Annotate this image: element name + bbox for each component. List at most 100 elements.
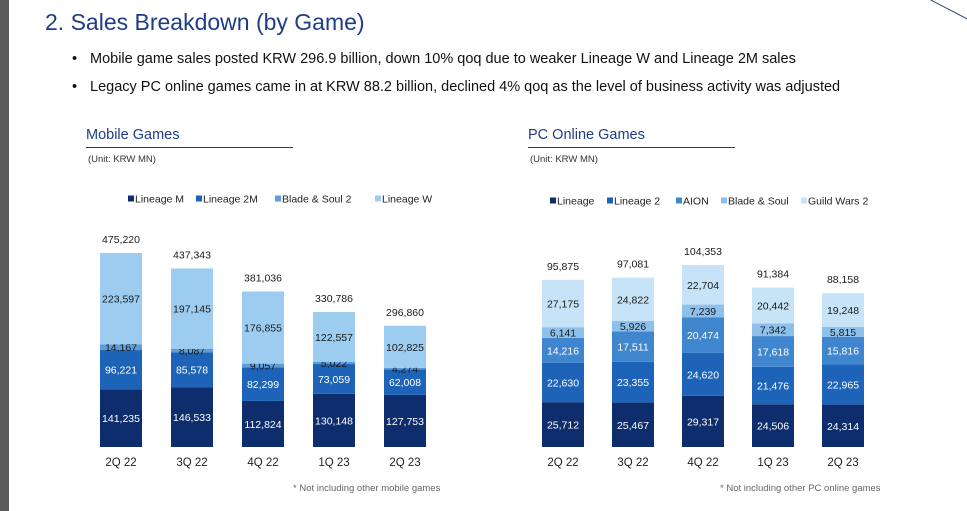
footnote: * Not including other mobile games	[293, 483, 441, 494]
data-label: 130,148	[315, 415, 353, 427]
bar-segment	[313, 311, 355, 362]
data-label: 20,474	[687, 330, 719, 342]
x-tick-label: 2Q 22	[105, 457, 136, 469]
data-label: 22,965	[827, 380, 859, 392]
bar-segment	[682, 264, 724, 305]
bar-segment	[542, 402, 584, 447]
footnote: * Not including other PC online games	[720, 483, 881, 494]
bar-segment	[752, 366, 794, 405]
total-label: 88,158	[827, 274, 859, 286]
data-label: 17,618	[757, 346, 789, 358]
data-label: 6,141	[550, 328, 576, 340]
data-label: 146,533	[173, 412, 211, 424]
bar-segment	[100, 350, 142, 390]
bar-segment	[682, 317, 724, 353]
left-edge-bar	[0, 0, 9, 511]
bar-segment	[242, 367, 284, 401]
panel-title-rule	[86, 147, 293, 148]
total-label: 330,786	[315, 293, 353, 305]
legend-swatch	[275, 195, 281, 202]
x-tick-label: 4Q 22	[247, 457, 278, 469]
page-title: 2. Sales Breakdown (by Game)	[45, 9, 365, 35]
data-label: 27,175	[547, 298, 579, 310]
data-label: 25,712	[547, 420, 579, 432]
legend-swatch	[801, 197, 807, 204]
pc-online-games-chart: Lineage Lineage 2 AION Blade & Soul Guild Wa…	[542, 196, 868, 469]
data-label: 14,216	[547, 345, 579, 357]
legend-label: Lineage	[557, 196, 595, 208]
legend-label: AION	[683, 196, 709, 208]
pc-online-games-panel: PC Online Games (Unit: KRW MN) Lineage Li…	[528, 118, 928, 503]
bar-segment	[171, 387, 213, 447]
x-tick-label: 1Q 23	[318, 457, 349, 469]
x-tick-label: 2Q 23	[389, 457, 420, 469]
bar-segment	[242, 400, 284, 447]
bar-segment	[612, 361, 654, 403]
data-label: 14,167	[105, 342, 137, 354]
data-label: 102,825	[386, 342, 424, 354]
legend-label: Guild Wars 2	[808, 196, 868, 208]
data-label: 127,753	[386, 416, 424, 428]
data-label: 5,815	[830, 327, 856, 339]
legend-swatch	[196, 195, 202, 202]
data-label: 85,578	[176, 365, 208, 377]
data-label: 24,822	[617, 294, 649, 306]
bar-segment	[542, 327, 584, 338]
legend-swatch	[550, 197, 556, 204]
bar-segment	[313, 393, 355, 447]
data-label: 112,824	[244, 419, 281, 431]
total-label: 381,036	[244, 272, 282, 284]
legend-swatch	[128, 195, 134, 202]
bullet-item: Mobile game sales posted KRW 296.9 billi…	[72, 51, 840, 79]
data-label: 96,221	[105, 365, 137, 377]
bar-segment	[612, 331, 654, 362]
panel-title: PC Online Games	[528, 127, 645, 143]
legend-swatch	[721, 197, 727, 204]
total-label: 97,081	[617, 259, 649, 271]
data-label: 5,926	[620, 321, 646, 333]
legend-label: Blade & Soul	[728, 196, 789, 208]
mobile-games-panel: Mobile Games (Unit: KRW MN) Lineage M Lin…	[86, 118, 486, 503]
legend-label: Lineage 2M	[203, 194, 258, 206]
data-label: 19,248	[827, 305, 859, 317]
x-tick-label: 1Q 23	[757, 457, 788, 469]
legend-label: Lineage M	[135, 194, 184, 206]
bullet-item: Legacy PC online games came in at KRW 88…	[72, 79, 840, 107]
bar-segment	[384, 394, 426, 447]
bullet-list: Mobile game sales posted KRW 296.9 billi…	[72, 51, 840, 107]
bar-segment	[100, 389, 142, 447]
bar-segment	[100, 344, 142, 351]
data-label: 20,442	[757, 300, 789, 312]
total-label: 95,875	[547, 261, 579, 273]
bar-segment	[822, 326, 864, 337]
panel-title-rule	[528, 147, 735, 148]
unit-label: (Unit: KRW MN)	[530, 154, 598, 165]
total-label: 475,220	[102, 234, 140, 246]
legend-label: Lineage 2	[614, 196, 660, 208]
legend-swatch	[607, 197, 613, 204]
legend-label: Lineage W	[382, 194, 432, 206]
data-label: 23,355	[617, 377, 649, 389]
bar-segment	[384, 325, 426, 368]
bar-segment	[682, 395, 724, 447]
data-label: 17,511	[617, 342, 648, 354]
bar-segment	[171, 352, 213, 388]
bar-segment	[682, 352, 724, 396]
bar-segment	[542, 337, 584, 363]
data-label: 176,855	[244, 323, 282, 335]
bar-segment	[100, 253, 142, 345]
bar-segment	[752, 404, 794, 447]
bar-segment	[752, 323, 794, 337]
x-tick-label: 2Q 22	[547, 457, 578, 469]
legend-label: Blade & Soul 2	[282, 194, 352, 206]
bar-segment	[682, 304, 724, 318]
x-tick-label: 2Q 23	[827, 457, 858, 469]
bar-segment	[384, 367, 426, 370]
bar-segment	[242, 291, 284, 364]
bar-segment	[822, 364, 864, 405]
bar-segment	[542, 279, 584, 328]
total-label: 91,384	[757, 269, 789, 281]
mobile-games-chart: Lineage M Lineage 2M Blade & Soul 2 Lineage…	[100, 194, 432, 469]
data-label: 24,314	[827, 421, 859, 433]
data-label: 141,235	[102, 413, 140, 425]
